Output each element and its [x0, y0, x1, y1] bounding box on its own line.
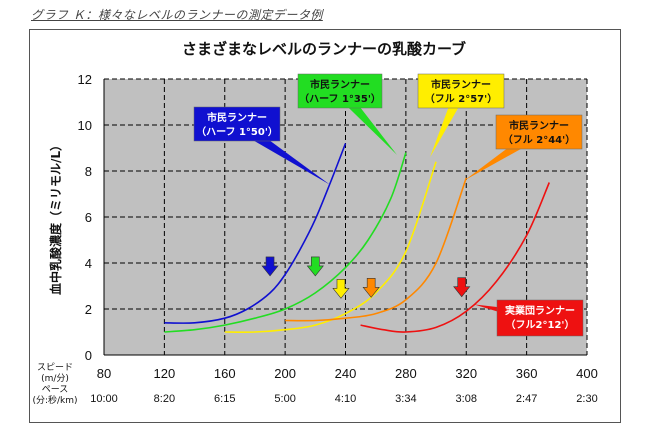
pace-tick-label: 4:10	[335, 393, 356, 405]
callout-line1-2: 市民ランナー	[310, 78, 370, 91]
callout-line1-3: 市民ランナー	[431, 78, 491, 91]
x-tick-label: 120	[154, 366, 176, 381]
chart-title: さまざまなレベルのランナーの乳酸カーブ	[182, 40, 466, 58]
pace-axis-label: (分:秒/km)	[32, 394, 77, 406]
callout-box-2	[297, 73, 383, 109]
y-tick-label: 2	[85, 302, 92, 317]
y-tick-label: 6	[85, 210, 92, 225]
callout-line2-3: （フル 2°57'）	[425, 92, 497, 105]
pace-tick-label: 2:47	[516, 393, 537, 405]
speed-axis-label: スピード	[37, 362, 73, 373]
pace-tick-label: 6:15	[214, 393, 235, 405]
threshold-arrows	[261, 256, 471, 299]
series-line-2	[164, 152, 407, 333]
y-tick-label: 12	[78, 72, 92, 87]
speed-axis-label: (m/分)	[41, 373, 69, 384]
x-tick-label: 200	[274, 366, 296, 381]
x-tick-label: 400	[576, 366, 598, 381]
threshold-arrow-4	[362, 277, 380, 298]
callout-box-4	[495, 114, 583, 150]
pace-tick-label: 3:34	[395, 393, 416, 405]
callout-line1-1: 市民ランナー	[207, 111, 267, 124]
y-tick-label: 4	[85, 256, 92, 271]
callout-box-1	[193, 106, 281, 142]
x-tick-label: 160	[214, 366, 236, 381]
threshold-arrow-2	[306, 256, 324, 277]
y-axis-label: 血中乳酸濃度（ミリモル/L）	[48, 139, 63, 295]
pace-tick-label: 10:00	[90, 393, 118, 405]
pace-tick-label: 5:00	[274, 393, 295, 405]
pace-tick-label: 2:30	[576, 393, 597, 405]
callout-line1-5: 実業団ランナー	[505, 304, 575, 317]
pace-tick-label: 3:08	[456, 393, 477, 405]
x-tick-label: 360	[516, 366, 538, 381]
threshold-arrow-5	[453, 277, 471, 298]
pace-tick-label: 8:20	[154, 393, 175, 405]
axes	[103, 79, 587, 356]
series-line-5	[360, 182, 551, 333]
x-tick-label: 320	[455, 366, 477, 381]
callout-line2-1: （ハーフ 1°50'）	[196, 125, 278, 138]
x-tick-label: 240	[335, 366, 357, 381]
threshold-arrow-1	[261, 256, 279, 277]
chart-frame	[29, 29, 621, 423]
y-tick-label: 0	[85, 348, 92, 363]
x-tick-label: 280	[395, 366, 417, 381]
series-lines	[164, 143, 551, 333]
x-tick-label: 80	[97, 366, 111, 381]
grid-lines	[104, 78, 588, 355]
callout-line2-2: （ハーフ 1°35'）	[299, 92, 381, 105]
tick-labels: 0 2 4 6 8 10 12 80 10:00 120 8:20 160 6:15 200 5:00 240…	[32, 72, 597, 406]
callout-box-3	[417, 73, 505, 109]
series-line-4	[285, 177, 468, 322]
series-line-1	[164, 143, 347, 324]
figure-caption: グラフ Ｋ：様々なレベルのランナーの測定データ例	[31, 8, 323, 22]
pace-axis-label: ペース	[42, 385, 69, 395]
callout-line2-4: （フル 2°44'）	[503, 133, 575, 146]
threshold-arrow-3	[332, 279, 350, 299]
callout-line1-4: 市民ランナー	[509, 119, 569, 132]
series-callouts: 市民ランナー（ハーフ 1°50'）市民ランナー（ハーフ 1°35'）市民ランナー…	[193, 73, 584, 337]
callout-line2-5: （フル2°12'）	[506, 318, 575, 331]
callout-box-5	[496, 299, 584, 337]
y-tick-label: 8	[85, 164, 92, 179]
y-tick-label: 10	[78, 118, 92, 133]
